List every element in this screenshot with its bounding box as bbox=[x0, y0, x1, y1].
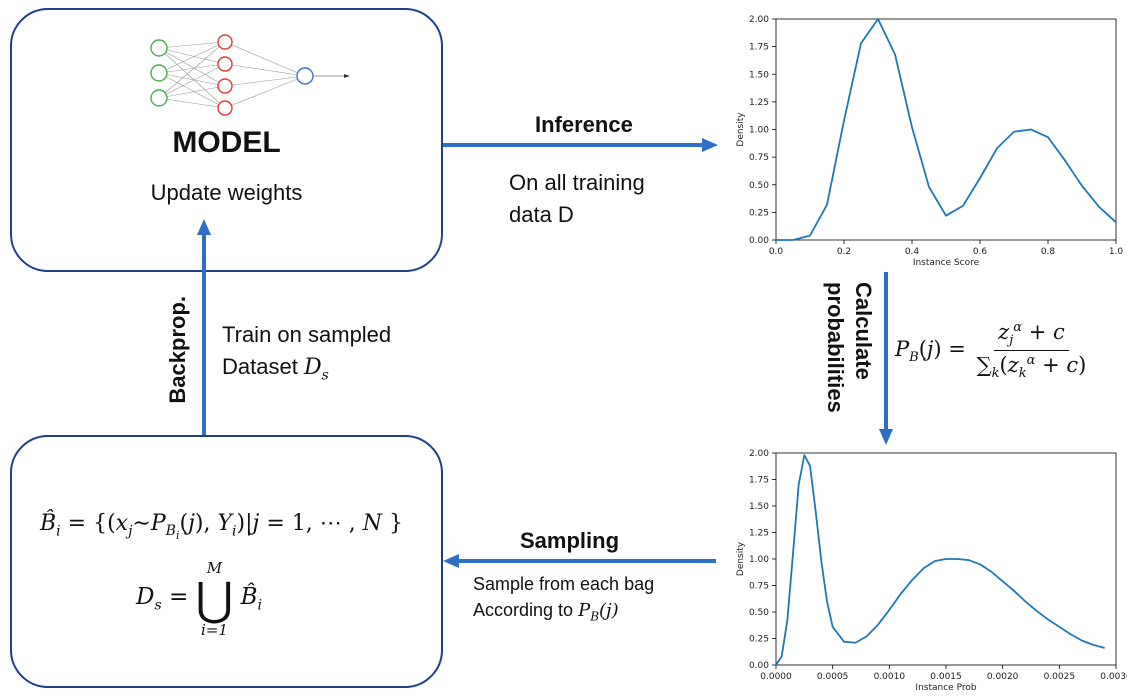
x-tick-label: 0.0010 bbox=[874, 672, 906, 682]
x-tick-label: 0.8 bbox=[1041, 247, 1056, 257]
x-tick-label: 0.4 bbox=[905, 247, 920, 257]
calculate-label-line2: probabilities bbox=[823, 282, 848, 413]
y-tick-label: 0.75 bbox=[749, 153, 769, 163]
y-tick-label: 1.50 bbox=[749, 70, 769, 80]
y-axis-label: Density bbox=[736, 112, 746, 147]
y-tick-label: 0.00 bbox=[749, 236, 769, 246]
y-tick-label: 1.25 bbox=[749, 529, 769, 539]
calculate-arrow bbox=[879, 272, 893, 445]
backprop-desc-line1: Train on sampled bbox=[222, 322, 392, 347]
x-axis-label: Instance Score bbox=[913, 258, 980, 268]
y-tick-label: 2.00 bbox=[749, 449, 769, 459]
y-tick-label: 0.75 bbox=[749, 582, 769, 592]
density-line bbox=[775, 454, 1105, 666]
backprop-label-wrap: Backprop. bbox=[158, 285, 198, 415]
x-axis-label: Instance Prob bbox=[915, 683, 976, 693]
bag-formula: B̂i = {(xj∼PBi(j), Yi)|j = 1, ⋯ , N } bbox=[40, 511, 403, 543]
y-tick-label: 1.75 bbox=[749, 476, 769, 486]
y-tick-label: 0.25 bbox=[749, 208, 769, 218]
dataset-formula: Ds = M ⋃ i=1 B̂i bbox=[136, 559, 262, 639]
x-tick-label: 0.0020 bbox=[987, 672, 1019, 682]
y-axis-label: Density bbox=[736, 541, 746, 576]
backprop-label: Backprop. bbox=[165, 296, 190, 404]
y-tick-label: 1.25 bbox=[749, 98, 769, 108]
x-tick-label: 0.6 bbox=[973, 247, 988, 257]
sampling-label: Sampling bbox=[520, 528, 620, 553]
instance-score-density-chart: 0.00 0.25 0.50 0.75 1.00 1.25 1.50 1.75 2.00 0.0 0… bbox=[736, 15, 1124, 268]
model-subtitle: Update weights bbox=[150, 180, 303, 205]
x-tick-label: 0.0005 bbox=[817, 672, 849, 682]
sampled-dataset-box: B̂i = {(xj∼PBi(j), Yi)|j = 1, ⋯ , N } Ds… bbox=[10, 435, 443, 688]
y-tick-label: 1.75 bbox=[749, 43, 769, 53]
backprop-desc-line2: Dataset Ds bbox=[222, 354, 329, 384]
x-tick-label: 0.0015 bbox=[930, 672, 962, 682]
model-box: MODEL Update weights bbox=[10, 8, 443, 272]
probability-formula: PB(j) = zjα + c ∑k(zkα + c) bbox=[895, 320, 1087, 382]
y-tick-label: 2.00 bbox=[749, 15, 769, 25]
x-tick-label: 0.0025 bbox=[1044, 672, 1076, 682]
density-line bbox=[776, 18, 1117, 241]
x-tick-label: 1.0 bbox=[1109, 247, 1124, 257]
plot-frame bbox=[775, 18, 1117, 241]
neural-network-icon bbox=[150, 34, 350, 116]
inference-label: Inference bbox=[535, 112, 633, 137]
x-tick-label: 0.0 bbox=[769, 247, 784, 257]
y-tick-label: 1.00 bbox=[749, 126, 769, 136]
sampling-desc-line1: Sample from each bag bbox=[473, 574, 655, 594]
inference-arrow bbox=[443, 138, 718, 152]
y-tick-label: 1.50 bbox=[749, 502, 769, 512]
instance-prob-density-chart: 0.00 0.25 0.50 0.75 1.00 1.25 1.50 1.75 2.00 0.00… bbox=[736, 449, 1127, 693]
model-title: MODEL bbox=[172, 126, 281, 159]
x-tick-label: 0.0030 bbox=[1100, 672, 1127, 682]
sampling-arrow bbox=[443, 554, 716, 568]
y-tick-label: 1.00 bbox=[749, 555, 769, 565]
calculate-label: Calculate probabilities bbox=[818, 282, 880, 432]
calculate-label-line1: Calculate bbox=[851, 282, 876, 380]
backprop-arrow bbox=[197, 219, 211, 435]
y-tick-label: 0.50 bbox=[749, 181, 769, 191]
y-tick-label: 0.50 bbox=[749, 608, 769, 618]
inference-desc-line1: On all training bbox=[509, 170, 645, 195]
y-tick-label: 0.25 bbox=[749, 635, 769, 645]
y-tick-label: 0.00 bbox=[749, 661, 769, 671]
sampling-desc-line2: According to PB(j) bbox=[473, 600, 619, 624]
x-tick-label: 0.0000 bbox=[760, 672, 792, 682]
inference-desc-line2: data D bbox=[509, 202, 574, 227]
x-tick-label: 0.2 bbox=[837, 247, 851, 257]
